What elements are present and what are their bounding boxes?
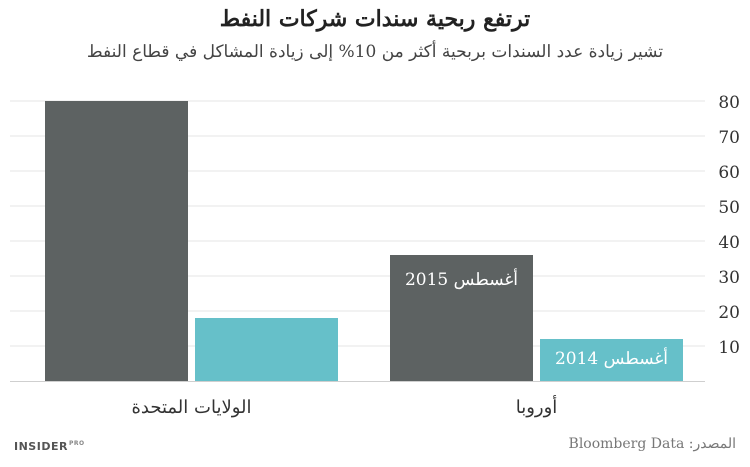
bar xyxy=(45,101,188,381)
brand-logo: INSIDERPRO xyxy=(14,440,85,453)
y-tick-label: 50 xyxy=(718,198,740,218)
category-label: الولايات المتحدة xyxy=(131,397,251,418)
y-tick-label: 10 xyxy=(718,338,740,358)
y-tick-label: 60 xyxy=(718,163,740,183)
bar xyxy=(390,255,533,381)
bar xyxy=(195,318,338,381)
y-tick-label: 20 xyxy=(718,303,740,323)
y-tick-label: 70 xyxy=(718,128,740,148)
bar xyxy=(540,339,683,381)
series-label: أغسطس 2014 xyxy=(555,347,668,369)
source-note: المصدر: Bloomberg Data xyxy=(568,436,736,452)
y-tick-label: 30 xyxy=(718,268,740,288)
chart-subtitle: تشير زيادة عدد السندات بربحية أكثر من 10… xyxy=(86,42,664,62)
series-label: أغسطس 2015 xyxy=(405,268,518,290)
y-tick-label: 80 xyxy=(718,93,740,113)
category-label: أوروبا xyxy=(516,395,558,418)
chart-title: ترتفع ربحية سندات شركات النفط xyxy=(219,6,531,32)
y-tick-label: 40 xyxy=(718,233,740,253)
